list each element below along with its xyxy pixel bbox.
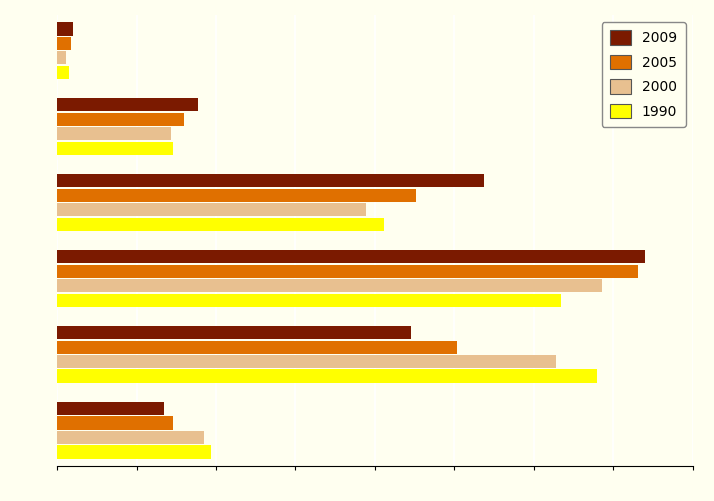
Bar xyxy=(57,203,366,216)
Bar xyxy=(57,431,204,444)
Bar xyxy=(57,113,184,126)
Bar xyxy=(57,51,66,65)
Bar xyxy=(57,326,411,339)
Bar xyxy=(57,279,602,292)
Bar xyxy=(57,265,638,278)
Bar xyxy=(57,217,384,231)
Bar xyxy=(57,369,597,383)
Bar xyxy=(57,341,456,354)
Bar xyxy=(57,355,556,368)
Bar xyxy=(57,127,171,140)
Bar xyxy=(57,66,69,79)
Bar xyxy=(57,174,484,187)
Bar xyxy=(57,402,164,415)
Legend: 2009, 2005, 2000, 1990: 2009, 2005, 2000, 1990 xyxy=(602,22,685,127)
Bar xyxy=(57,22,74,36)
Bar xyxy=(57,445,211,459)
Bar xyxy=(57,98,198,112)
Bar xyxy=(57,416,174,430)
Bar xyxy=(57,294,561,307)
Bar xyxy=(57,250,645,264)
Bar xyxy=(57,142,174,155)
Bar xyxy=(57,37,71,50)
Bar xyxy=(57,189,416,202)
